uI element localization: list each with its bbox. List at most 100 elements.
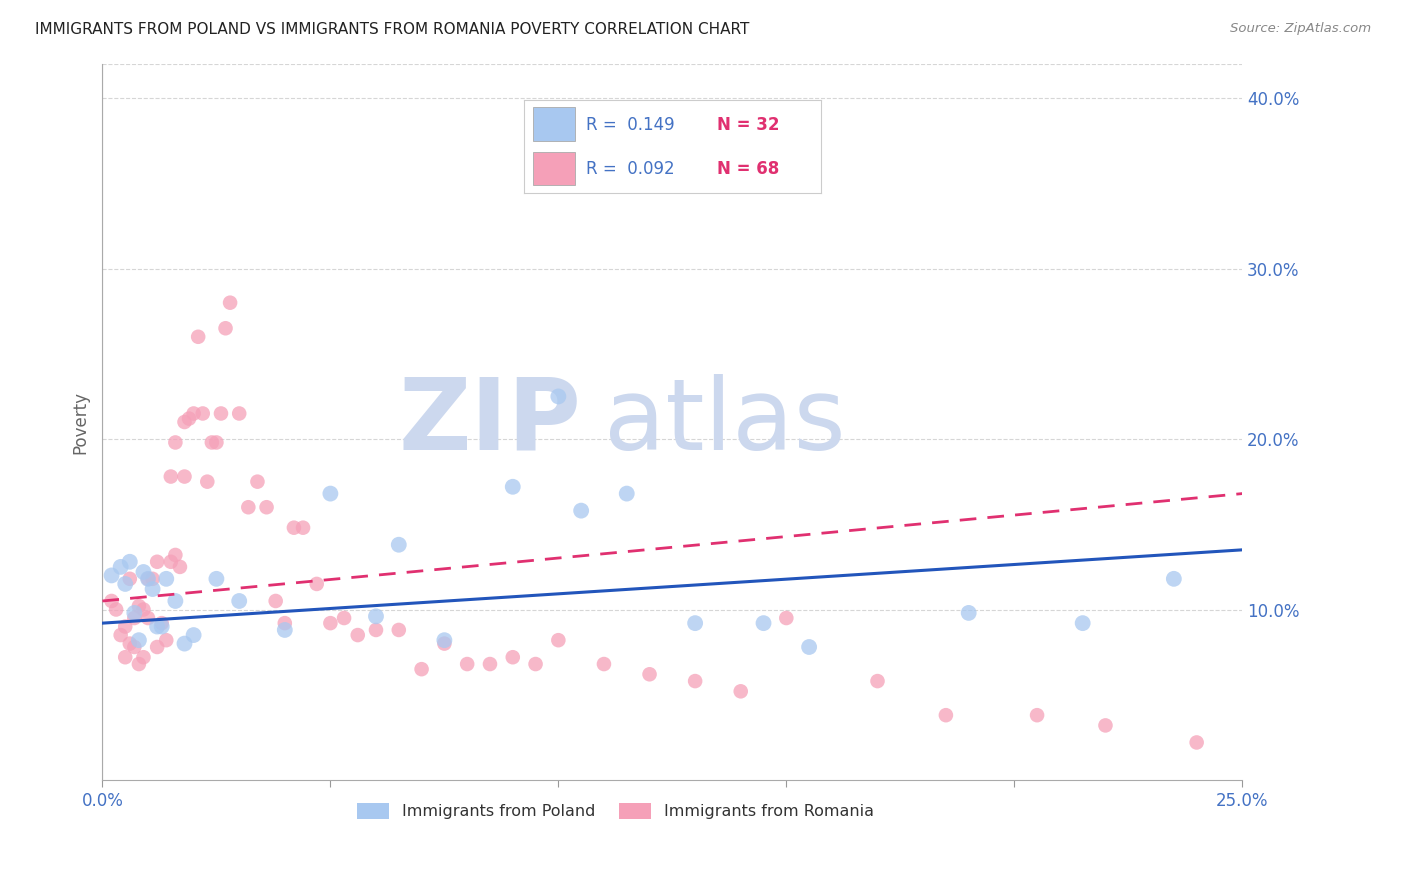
Point: [110, 560, 132, 574]
Point: [177, 411, 200, 425]
Point: [110, 628, 132, 642]
Point: [155, 633, 177, 648]
Point: [957, 606, 980, 620]
Point: [155, 572, 177, 586]
Point: [238, 500, 260, 515]
Point: [118, 555, 141, 569]
Point: [201, 435, 224, 450]
Legend: Immigrants from Poland, Immigrants from Romania: Immigrants from Poland, Immigrants from …: [350, 797, 880, 826]
Point: [191, 407, 214, 421]
Point: [305, 577, 328, 591]
Point: [433, 633, 456, 648]
Point: [165, 548, 187, 562]
Point: [173, 415, 195, 429]
Point: [183, 407, 205, 421]
Point: [219, 295, 242, 310]
Point: [1026, 708, 1049, 723]
Point: [128, 599, 150, 613]
Point: [638, 667, 661, 681]
Point: [866, 674, 889, 689]
Point: [456, 657, 478, 671]
Text: Source: ZipAtlas.com: Source: ZipAtlas.com: [1230, 22, 1371, 36]
Point: [146, 555, 169, 569]
Point: [100, 568, 122, 582]
Point: [159, 555, 181, 569]
Point: [797, 640, 820, 654]
Point: [683, 674, 706, 689]
Point: [319, 616, 342, 631]
Point: [159, 469, 181, 483]
Point: [187, 330, 209, 344]
Point: [118, 637, 141, 651]
Point: [388, 538, 411, 552]
Point: [256, 500, 278, 515]
Text: atlas: atlas: [605, 374, 845, 470]
Point: [388, 623, 411, 637]
Point: [364, 623, 387, 637]
Point: [319, 486, 342, 500]
Point: [136, 611, 159, 625]
Point: [346, 628, 368, 642]
Point: [502, 650, 524, 665]
Point: [195, 475, 218, 489]
Point: [411, 662, 433, 676]
Point: [593, 657, 616, 671]
Point: [114, 577, 136, 591]
Point: [246, 475, 269, 489]
Point: [1185, 735, 1208, 749]
Point: [165, 435, 187, 450]
Point: [205, 435, 228, 450]
Point: [569, 503, 592, 517]
Point: [730, 684, 752, 698]
Point: [146, 640, 169, 654]
Point: [524, 657, 547, 671]
Point: [1094, 718, 1116, 732]
Point: [132, 602, 155, 616]
Point: [209, 407, 232, 421]
Point: [165, 594, 187, 608]
Point: [616, 486, 638, 500]
Point: [547, 633, 569, 648]
Point: [128, 633, 150, 648]
Point: [547, 389, 569, 403]
Point: [169, 560, 191, 574]
Point: [935, 708, 957, 723]
Point: [214, 321, 236, 335]
Point: [142, 572, 165, 586]
Point: [100, 594, 122, 608]
Point: [775, 611, 797, 625]
Point: [1163, 572, 1185, 586]
Text: ZIP: ZIP: [398, 374, 581, 470]
Point: [124, 606, 146, 620]
Point: [205, 572, 228, 586]
Point: [142, 582, 165, 596]
Point: [333, 611, 356, 625]
Point: [478, 657, 501, 671]
Point: [433, 637, 456, 651]
Point: [274, 616, 297, 631]
Point: [136, 572, 159, 586]
Point: [228, 594, 250, 608]
Point: [752, 616, 775, 631]
Point: [105, 602, 128, 616]
Point: [274, 623, 297, 637]
Y-axis label: Poverty: Poverty: [72, 391, 89, 453]
Point: [132, 650, 155, 665]
Point: [114, 619, 136, 633]
Point: [150, 616, 173, 631]
Point: [128, 657, 150, 671]
Point: [114, 650, 136, 665]
Point: [118, 572, 141, 586]
Point: [173, 637, 195, 651]
Point: [292, 521, 315, 535]
Point: [146, 619, 169, 633]
Point: [283, 521, 305, 535]
Point: [1071, 616, 1094, 631]
Text: IMMIGRANTS FROM POLAND VS IMMIGRANTS FROM ROMANIA POVERTY CORRELATION CHART: IMMIGRANTS FROM POLAND VS IMMIGRANTS FRO…: [35, 22, 749, 37]
Point: [364, 609, 387, 624]
Point: [150, 619, 173, 633]
Point: [124, 640, 146, 654]
Point: [132, 565, 155, 579]
Point: [228, 407, 250, 421]
Point: [683, 616, 706, 631]
